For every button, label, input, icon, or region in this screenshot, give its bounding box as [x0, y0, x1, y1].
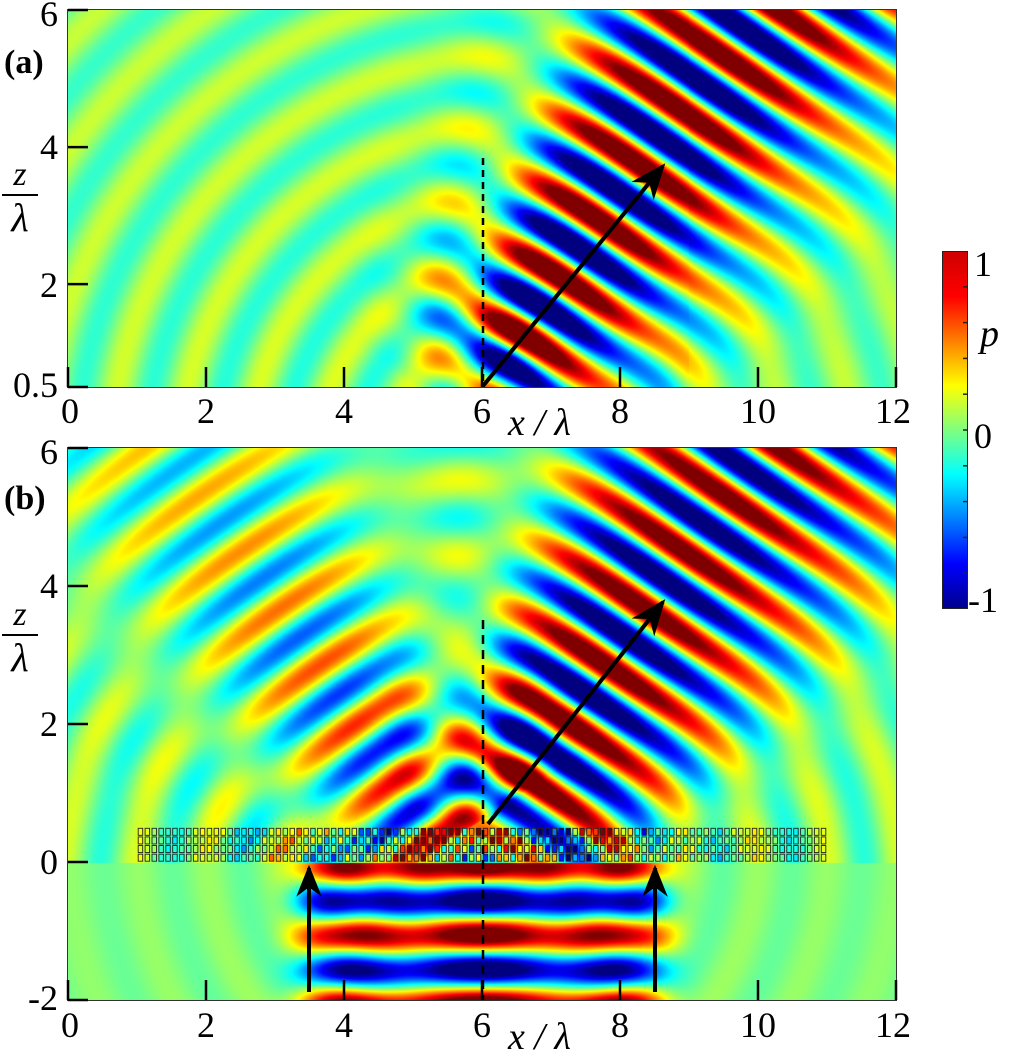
colorbar-tick-min: -1 — [968, 580, 998, 620]
y-axis-label-a: z λ — [0, 158, 40, 238]
metasurface-array — [137, 827, 827, 862]
xtick-a-0: 0 — [61, 391, 79, 431]
ytick-a-4: 4 — [40, 127, 58, 167]
y-axis-label-b: z λ — [0, 598, 40, 678]
refraction-arrow-a — [481, 163, 666, 388]
ytick-a-0.5: 0.5 — [13, 365, 58, 405]
xtick-b-8: 8 — [611, 1005, 629, 1045]
colorbar-tick-max: 1 — [974, 244, 992, 284]
xtick-a-8: 8 — [611, 391, 629, 431]
ytick-a-6: 6 — [40, 0, 58, 34]
xtick-a-6: 6 — [473, 391, 491, 431]
xtick-b-10: 10 — [740, 1005, 776, 1045]
xtick-a-2: 2 — [197, 391, 215, 431]
colorbar-title: p — [980, 313, 999, 355]
xtick-b-6: 6 — [473, 1005, 491, 1045]
xtick-b-0: 0 — [61, 1005, 79, 1045]
xtick-b-12: 12 — [875, 1005, 911, 1045]
ytick-b-2: 2 — [40, 704, 58, 744]
panel-label-a: (a) — [4, 44, 44, 81]
ytick-b-0: 0 — [40, 842, 58, 882]
xtick-a-10: 10 — [740, 391, 776, 431]
xtick-b-4: 4 — [335, 1005, 353, 1045]
ytick-b-neg2: -2 — [28, 978, 58, 1018]
plot-frame-a — [67, 9, 897, 388]
ytick-a-2: 2 — [40, 265, 58, 305]
plot-frame-b — [67, 447, 897, 1001]
ytick-b-4: 4 — [40, 566, 58, 606]
xtick-b-2: 2 — [197, 1005, 215, 1045]
axis-ticks — [66, 8, 898, 1002]
xtick-a-4: 4 — [335, 391, 353, 431]
transmission-arrow-b — [486, 599, 666, 826]
colorbar-tick-zero: 0 — [974, 416, 992, 456]
xtick-a-12: 12 — [875, 391, 911, 431]
x-axis-label-a: x / λ — [508, 402, 571, 444]
panel-label-b: (b) — [4, 480, 46, 517]
x-axis-label-b: x / λ — [508, 1016, 571, 1058]
ytick-b-6: 6 — [40, 432, 58, 472]
